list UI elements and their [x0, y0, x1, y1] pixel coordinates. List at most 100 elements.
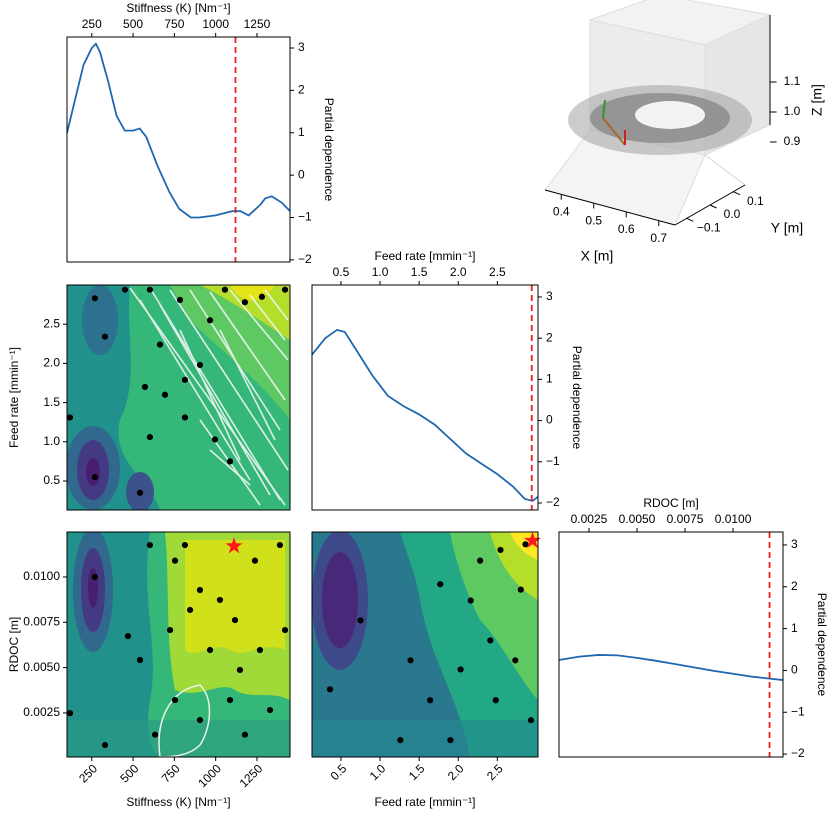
sample-point — [66, 710, 74, 717]
sample-point — [121, 286, 129, 293]
y-axis-label: Feed rate [mmin⁻¹] — [7, 347, 21, 448]
x-axis-label: Feed rate [mmin⁻¹] — [374, 795, 475, 809]
x-axis-label: RDOC [m] — [643, 496, 698, 510]
x-tick-label: 0.7 — [650, 231, 667, 245]
sample-point — [196, 361, 204, 369]
sample-point — [226, 458, 234, 465]
sample-point — [146, 433, 154, 441]
line — [311, 328, 539, 502]
sample-point — [256, 646, 264, 654]
y-tick-label: 1.5 — [43, 395, 60, 409]
y-tick-label: −1 — [546, 454, 560, 468]
x-tick-label: 1.0 — [372, 265, 389, 279]
sample-point — [497, 546, 504, 554]
x-tick-label: 2.5 — [484, 761, 506, 783]
line — [66, 42, 291, 219]
sample-point — [171, 696, 179, 704]
sample-point — [124, 632, 132, 640]
x-axis-label: X [m] — [581, 248, 614, 264]
x-tick-label: 0.4 — [553, 205, 570, 219]
x-axis-label: Stiffness (K) [Nm⁻¹] — [126, 795, 230, 809]
x-axis-label: Stiffness (K) [Nm⁻¹] — [126, 1, 230, 15]
sample-point — [181, 376, 189, 383]
contour-field — [67, 532, 290, 757]
sample-point — [281, 286, 289, 293]
x-tick-label: 1000 — [202, 17, 229, 31]
z-tick-label: 1.0 — [784, 104, 801, 118]
y-tick-label: −1 — [298, 210, 312, 224]
x-tick-label: 2.0 — [445, 761, 467, 783]
sample-point — [397, 737, 404, 744]
y-tick-label: 0.0 — [724, 207, 741, 221]
y-tick-label: 0 — [546, 413, 553, 427]
x-tick-label: 500 — [117, 761, 141, 785]
sample-point — [166, 626, 174, 634]
sample-point — [426, 697, 434, 704]
x-tick-label: 0.0100 — [715, 512, 752, 526]
contour-field — [312, 532, 538, 757]
y-tick-label: 0.0075 — [23, 614, 60, 628]
line — [558, 654, 784, 681]
y-tick-label: 3 — [546, 289, 553, 303]
sample-point — [357, 617, 364, 624]
x-tick-label: 1.5 — [406, 761, 428, 783]
sample-point — [221, 286, 229, 293]
sample-point — [196, 586, 204, 594]
sample-point — [146, 286, 154, 293]
sample-point — [477, 557, 484, 564]
y-tick-label: 2 — [791, 579, 798, 593]
x-tick-label: 1000 — [195, 761, 224, 790]
y-tick-label: 0.5 — [43, 473, 60, 487]
sample-point — [91, 573, 99, 581]
axes-frame — [311, 284, 539, 511]
y-tick-label: −2 — [298, 252, 312, 266]
y-axis-label: Partial dependence — [815, 593, 829, 697]
x-tick-label: 0.6 — [618, 222, 635, 236]
y-tick-label: −2 — [546, 495, 560, 509]
z-tick-label: 0.9 — [784, 134, 801, 148]
z-tick-label: 1.1 — [784, 74, 801, 88]
y-tick-label: 3 — [298, 40, 305, 54]
sample-point — [457, 666, 464, 673]
sample-point — [101, 741, 109, 749]
sample-point — [206, 646, 214, 654]
x-tick-label: 0.5 — [333, 265, 350, 279]
x-tick-label: 0.5 — [328, 761, 350, 783]
x-tick-label: 0.5 — [585, 213, 602, 227]
y-axis-label: RDOC [m] — [7, 617, 21, 672]
x-tick-label: 0.0075 — [667, 512, 704, 526]
sample-point — [258, 293, 266, 300]
sample-point — [176, 296, 184, 303]
y-tick-label: 0.0100 — [23, 569, 60, 583]
sample-point — [236, 666, 244, 674]
y-axis-label: Y [m] — [771, 220, 803, 236]
axes-frame — [311, 531, 539, 758]
x-tick-label: 500 — [123, 17, 143, 31]
axes-frame — [66, 284, 291, 511]
x-axis-label: Feed rate [mmin⁻¹] — [374, 249, 475, 263]
sample-point — [136, 489, 144, 496]
y-tick — [733, 191, 741, 196]
sample-point — [91, 295, 99, 302]
y-tick-label: 0.0050 — [23, 660, 60, 674]
sample-point — [231, 617, 239, 624]
x-tick-label: 750 — [159, 761, 183, 785]
y-tick-label: 1 — [298, 125, 305, 139]
sample-point — [141, 383, 149, 391]
sample-point — [447, 737, 454, 744]
y-tick — [686, 217, 694, 222]
sample-point — [522, 541, 529, 548]
y-tick-label: −0.1 — [697, 221, 721, 235]
axes-frame — [66, 531, 291, 758]
x-tick-label: 2.5 — [489, 265, 506, 279]
x-tick-label: 1.0 — [367, 761, 389, 783]
contour-field — [67, 285, 290, 510]
sample-point — [101, 333, 109, 340]
x-tick-label: 0.0025 — [571, 512, 608, 526]
sample-point — [467, 597, 474, 604]
sample-point — [276, 541, 284, 549]
sample-point — [241, 299, 249, 306]
sample-point — [216, 596, 224, 604]
y-tick-label: 2.0 — [43, 356, 60, 370]
y-tick-label: 0.1 — [747, 194, 764, 208]
